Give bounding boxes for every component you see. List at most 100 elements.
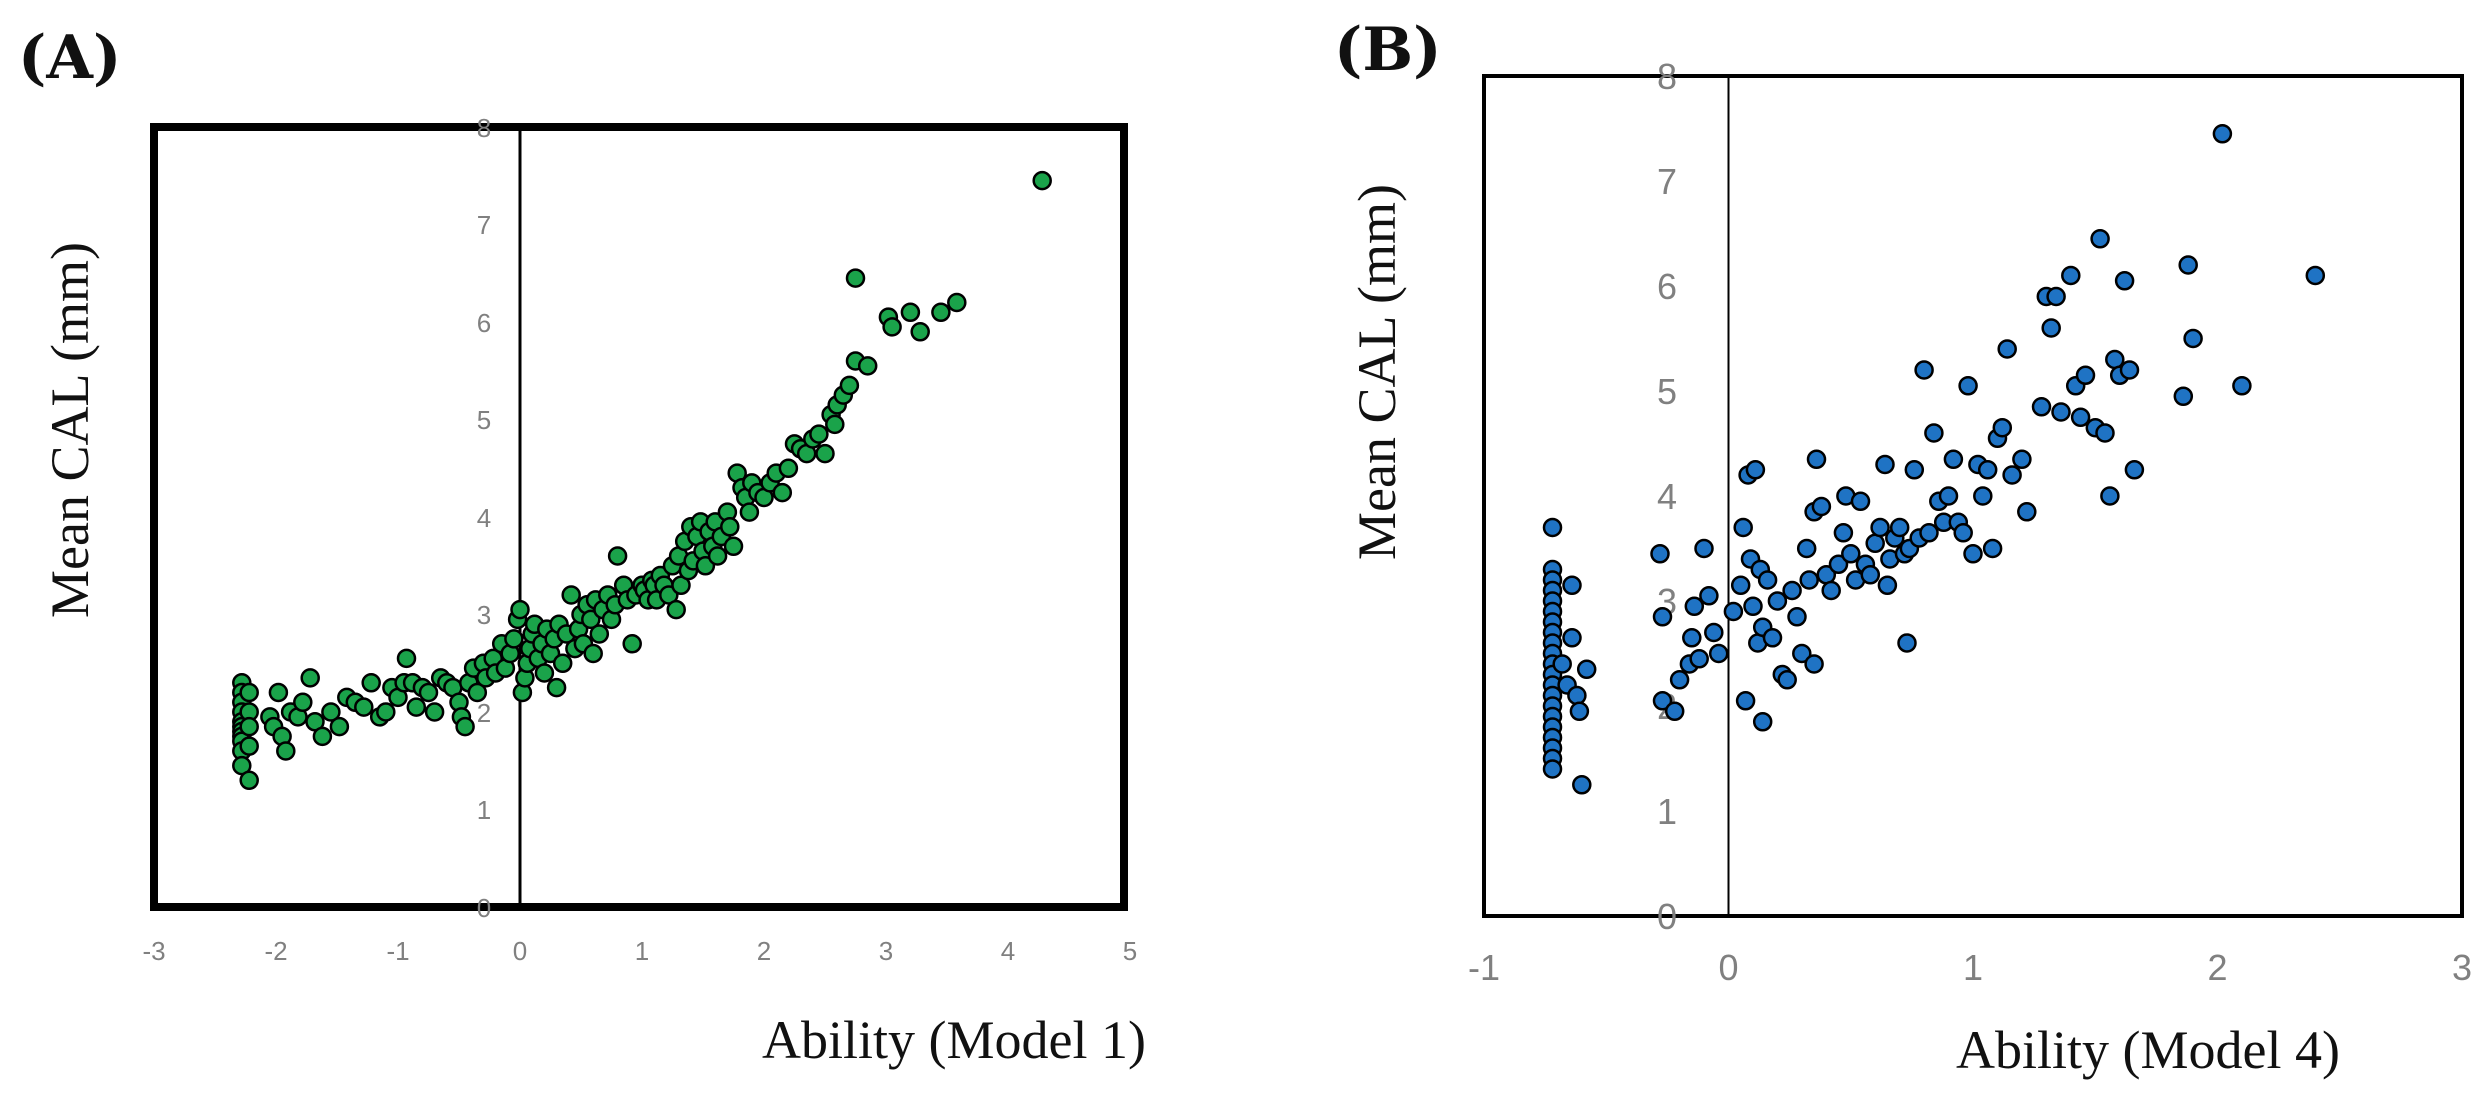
panel-a-data-point <box>910 322 930 342</box>
panel-a-x-tick-label: 0 <box>513 936 527 966</box>
panel-b-data-point <box>1694 538 1714 559</box>
panel-b-data-point <box>1730 575 1751 596</box>
panel-b-data-point <box>1708 643 1729 664</box>
panel-b-x-tick-label: 2 <box>2207 947 2227 988</box>
panel-b-data-point <box>1938 486 1959 506</box>
panel-a-data-point <box>239 682 259 703</box>
panel-b-data-point <box>2075 365 2096 386</box>
panel-a-data-point <box>607 546 628 566</box>
panel-a-data-point <box>300 668 320 688</box>
panel-b-x-tick-label: 3 <box>2452 947 2472 988</box>
panel-a-data-point <box>361 673 381 693</box>
panel-b-data-point <box>1652 691 1673 711</box>
panel-b-data-point <box>1757 570 1778 590</box>
panel-b-data-point <box>2100 486 2120 506</box>
panel-a-data-point <box>739 502 760 522</box>
panel-b-data-point <box>1804 654 1824 674</box>
panel-b-label: (B) <box>1334 15 1442 85</box>
panel-b-data-point <box>1745 460 1766 480</box>
panel-b-data-point <box>1569 701 1590 722</box>
panel-a-data-point <box>418 682 439 703</box>
panel-b-data-point <box>1865 533 1885 554</box>
panel-b-data-point <box>1973 486 1993 506</box>
panel-b-data-point <box>1777 670 1797 690</box>
panel-b-data-point <box>1572 775 1592 795</box>
panel-b-x-tick-labels: -1 0 1 2 3 <box>1468 947 2472 988</box>
panel-b-data-point <box>2031 397 2052 417</box>
panel-a-data-point <box>809 424 829 444</box>
panel-a-x-tick-label: -1 <box>386 936 409 966</box>
panel-b-data-point <box>2095 423 2115 443</box>
panel-b-data-point <box>2002 465 2022 485</box>
panel-b-data-point <box>2090 229 2110 249</box>
panel-a-x-tick-label: 3 <box>879 936 893 966</box>
panel-b-data-point <box>2173 386 2194 407</box>
panel-b-data-point <box>2124 460 2145 480</box>
panel-a-label: (A) <box>18 23 121 93</box>
panel-b-data-point <box>1904 460 1925 480</box>
panel-a-data-point <box>406 697 427 717</box>
panel-a-data-point <box>839 375 860 396</box>
panel-b-y-tick-label: 7 <box>1657 161 1677 202</box>
panel-b-y-tick-label: 8 <box>1657 56 1677 97</box>
panel-a-data-point <box>239 770 259 791</box>
panel-a-plot-frame <box>150 123 1128 911</box>
panel-b-data-point <box>1982 538 2003 559</box>
panel-b-data-point <box>2305 265 2326 286</box>
panel-b-y-tick-label: 5 <box>1657 371 1677 412</box>
panel-b-data-point <box>1870 517 1890 538</box>
panel-a-y-tick-labels: 8 7 6 5 4 3 2 1 0 <box>477 113 491 923</box>
panel-b-data-point <box>2119 360 2140 380</box>
panel-a-data-point <box>546 677 567 698</box>
panel-a-x-tick-label: 2 <box>757 936 771 966</box>
panel-a-y-tick-label: 1 <box>477 795 491 825</box>
panel-b-y-tick-label: 4 <box>1657 476 1677 517</box>
panel-a-data-point <box>815 443 835 464</box>
panel-a-data-point <box>772 482 793 503</box>
panel-b-data-point <box>2051 402 2071 422</box>
panel-a-x-axis-title: Ability (Model 1) <box>762 1010 1146 1070</box>
panel-b-data-point <box>1782 580 1802 601</box>
panel-b-y-tick-labels: 8 7 6 5 4 3 2 1 0 <box>1657 56 1677 937</box>
panel-b-data-point <box>2114 271 2135 291</box>
panel-a-data-point <box>583 643 603 664</box>
panel-b-data-point <box>2183 328 2203 349</box>
panel-b-data-point <box>2046 286 2066 307</box>
panel-a-data-point <box>561 585 581 605</box>
panel-a-x-tick-label: -3 <box>142 936 165 966</box>
panel-b-y-tick-label: 1 <box>1657 791 1677 832</box>
panel-b-data-point <box>1889 517 1910 538</box>
panel-a-data-point <box>467 682 488 703</box>
panel-a-data-point <box>534 663 555 683</box>
panel-a-data-point <box>329 716 350 737</box>
panel-b-x-tick-label: 0 <box>1718 947 1738 988</box>
panel-b-data-point <box>1652 607 1673 627</box>
panel-a-y-tick-label: 4 <box>477 503 491 533</box>
panel-b-data-point <box>1699 586 1719 606</box>
panel-b-data-point <box>1860 565 1881 585</box>
panel-a-points <box>232 170 1052 791</box>
panel-b-data-point <box>2061 265 2081 286</box>
panel-b-data-point <box>2212 124 2233 144</box>
panel-b-data-point <box>1743 596 1763 617</box>
panel-b-data-point <box>1796 538 1817 559</box>
panel-a-data-point <box>720 517 740 537</box>
panel-a-x-tick-label: 1 <box>635 936 649 966</box>
panel-b-data-point <box>1704 622 1724 643</box>
panel-b-x-axis-title: Ability (Model 4) <box>1956 1020 2340 1080</box>
panel-a-data-point <box>268 682 289 703</box>
panel-a-data-point <box>354 697 374 717</box>
panel-b-data-point <box>1850 491 1871 512</box>
panel-a-data-point <box>510 599 530 620</box>
panel-b-data-point <box>2017 502 2037 522</box>
panel-a: (A) 8 7 6 5 4 3 2 1 0 -3 -2 -1 0 1 2 3 4… <box>18 23 1146 1070</box>
panel-a-data-point <box>707 546 728 566</box>
panel-b-y-axis-title: Mean CAL (mm) <box>1347 184 1407 560</box>
panel-b-data-point <box>2105 349 2125 370</box>
panel-a-data-point <box>376 702 396 722</box>
panel-b-data-point <box>2012 449 2032 470</box>
panel-b-data-point <box>1792 643 1812 664</box>
panel-b-data-point <box>1542 759 1563 779</box>
panel-b-data-point <box>1914 360 1934 380</box>
panel-b-data-point <box>1919 523 1939 543</box>
